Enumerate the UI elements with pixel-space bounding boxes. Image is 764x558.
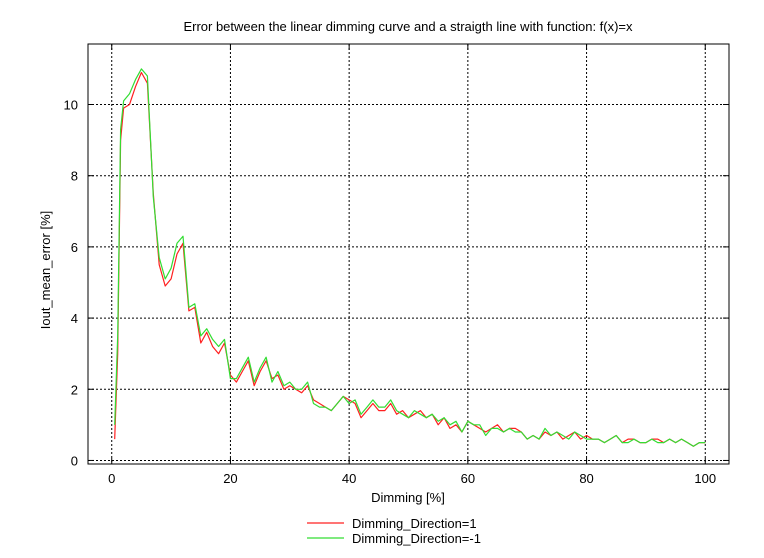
- x-axis-label: Dimming [%]: [371, 490, 445, 505]
- x-tick-label: 80: [579, 471, 593, 486]
- y-tick-label: 4: [71, 311, 78, 326]
- y-tick-label: 0: [71, 453, 78, 468]
- plot-frame: [87, 43, 730, 465]
- x-tick-label: 60: [461, 471, 475, 486]
- y-tick-label: 10: [64, 98, 78, 113]
- y-axis-label: Iout_mean_error [%]: [38, 211, 53, 330]
- x-tick-label: 100: [694, 471, 716, 486]
- grid-lines: [88, 44, 729, 464]
- series-line-2: [114, 68, 706, 447]
- y-tick-label: 2: [71, 382, 78, 397]
- chart-title: Error between the linear dimming curve a…: [183, 19, 633, 34]
- x-tick-label: 20: [223, 471, 237, 486]
- x-tick-label: 40: [342, 471, 356, 486]
- axis-ticks: 0 20 40 60 80 100 0 2 4 6 8 10: [64, 44, 729, 486]
- legend-label-2: Dimming_Direction=-1: [352, 531, 481, 546]
- y-tick-label: 6: [71, 240, 78, 255]
- series-lines: [114, 68, 706, 447]
- legend-label-1: Dimming_Direction=1: [352, 516, 477, 531]
- y-tick-label: 8: [71, 169, 78, 184]
- x-tick-label: 0: [108, 471, 115, 486]
